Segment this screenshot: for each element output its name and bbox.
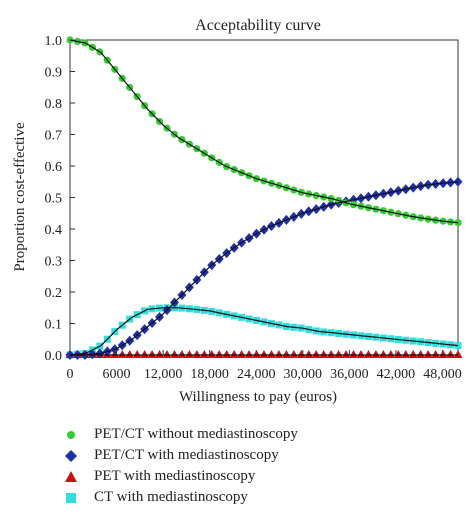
data-point — [244, 350, 254, 358]
data-point — [431, 350, 441, 358]
x-tick-label: 48,000 — [423, 367, 462, 382]
data-point — [281, 350, 291, 358]
data-point — [237, 350, 247, 358]
legend-item: CT with mediastinoscopy — [62, 487, 462, 508]
data-point — [378, 350, 388, 358]
x-tick-label: 42,000 — [377, 367, 416, 382]
data-point — [207, 350, 217, 358]
series-diamond — [65, 176, 463, 360]
data-point — [386, 350, 396, 358]
data-point — [192, 350, 202, 358]
x-axis: 0 6000 12,000 18,000 24,000 30,000 36,000 42,00… — [67, 350, 462, 382]
legend: PET/CT without mediastinoscopy PET/CT wit… — [62, 424, 462, 508]
y-axis-label: Proportion cost-effective — [12, 122, 28, 272]
series-fit-line — [69, 39, 459, 224]
data-point — [169, 350, 179, 358]
data-point — [177, 350, 187, 358]
data-point — [334, 350, 344, 358]
data-point — [289, 350, 299, 358]
y-tick-label: 0.0 — [45, 349, 63, 364]
series-circle — [66, 36, 462, 227]
data-point — [446, 350, 456, 358]
data-point — [296, 350, 306, 358]
chart-title: Acceptability curve — [195, 17, 321, 34]
y-axis: 0.0 0.1 0.2 0.3 0.4 0.5 0.6 0.7 0.8 0.9 1.0 — [45, 34, 75, 364]
series-triangle — [65, 350, 463, 358]
x-tick-label: 18,000 — [190, 367, 229, 382]
y-tick-label: 0.7 — [45, 129, 63, 144]
y-tick-label: 0.6 — [45, 160, 63, 175]
y-tick-label: 1.0 — [45, 34, 63, 49]
x-tick-label: 12,000 — [144, 367, 183, 382]
data-point — [311, 350, 321, 358]
data-point — [214, 350, 224, 358]
legend-label: PET/CT with mediastinoscopy — [94, 447, 279, 463]
data-point — [401, 350, 411, 358]
x-tick-label: 6000 — [103, 367, 131, 382]
data-point — [117, 350, 127, 358]
triangle-marker-icon — [62, 470, 80, 484]
series-layer — [65, 36, 463, 360]
y-tick-label: 0.8 — [45, 97, 63, 112]
data-point — [363, 350, 373, 358]
x-tick-label: 30,000 — [284, 367, 323, 382]
data-point — [252, 350, 262, 358]
data-point — [184, 350, 194, 358]
data-point — [147, 350, 157, 358]
x-tick-label: 36,000 — [330, 367, 369, 382]
data-point — [229, 350, 239, 358]
legend-item: PET/CT with mediastinoscopy — [62, 445, 462, 466]
data-point — [356, 350, 366, 358]
data-point — [423, 350, 433, 358]
acceptability-chart: Acceptability curve 0.00.10.20.30.40.50.… — [12, 17, 463, 405]
data-point — [438, 350, 448, 358]
y-tick-label: 0.3 — [45, 255, 63, 270]
data-point — [140, 350, 150, 358]
data-point — [266, 350, 276, 358]
y-tick-label: 0.9 — [45, 66, 63, 81]
data-point — [416, 350, 426, 358]
series-fit-line — [69, 307, 459, 356]
y-tick-label: 0.1 — [45, 318, 63, 333]
legend-item: PET with mediastinoscopy — [62, 466, 462, 487]
data-point — [199, 350, 209, 358]
y-tick-label: 0.2 — [45, 286, 63, 301]
data-point — [274, 350, 284, 358]
series-fit-line — [70, 181, 459, 356]
diamond-marker-icon — [62, 449, 80, 463]
legend-label: PET/CT without mediastinoscopy — [94, 426, 298, 442]
y-tick-label: 0.4 — [45, 223, 63, 238]
legend-label: CT with mediastinoscopy — [94, 489, 248, 505]
data-point — [304, 350, 314, 358]
data-point — [326, 350, 336, 358]
data-point — [319, 350, 329, 358]
data-point — [408, 350, 418, 358]
x-tick-label: 0 — [67, 367, 74, 382]
data-point — [371, 350, 381, 358]
circle-marker-icon — [62, 428, 80, 442]
data-point — [162, 350, 172, 358]
data-point — [341, 350, 351, 358]
legend-item: PET/CT without mediastinoscopy — [62, 424, 462, 445]
data-point — [155, 350, 165, 358]
legend-label: PET with mediastinoscopy — [94, 468, 256, 484]
x-axis-label: Willingness to pay (euros) — [179, 389, 337, 405]
data-point — [132, 350, 142, 358]
data-point — [393, 350, 403, 358]
data-point — [453, 176, 463, 187]
data-point — [453, 350, 463, 358]
square-marker-icon — [62, 491, 80, 505]
data-point — [222, 350, 232, 358]
data-point — [259, 350, 269, 358]
x-tick-label: 24,000 — [237, 367, 276, 382]
data-point — [349, 350, 359, 358]
data-point — [125, 350, 135, 358]
y-tick-label: 0.5 — [45, 192, 63, 207]
